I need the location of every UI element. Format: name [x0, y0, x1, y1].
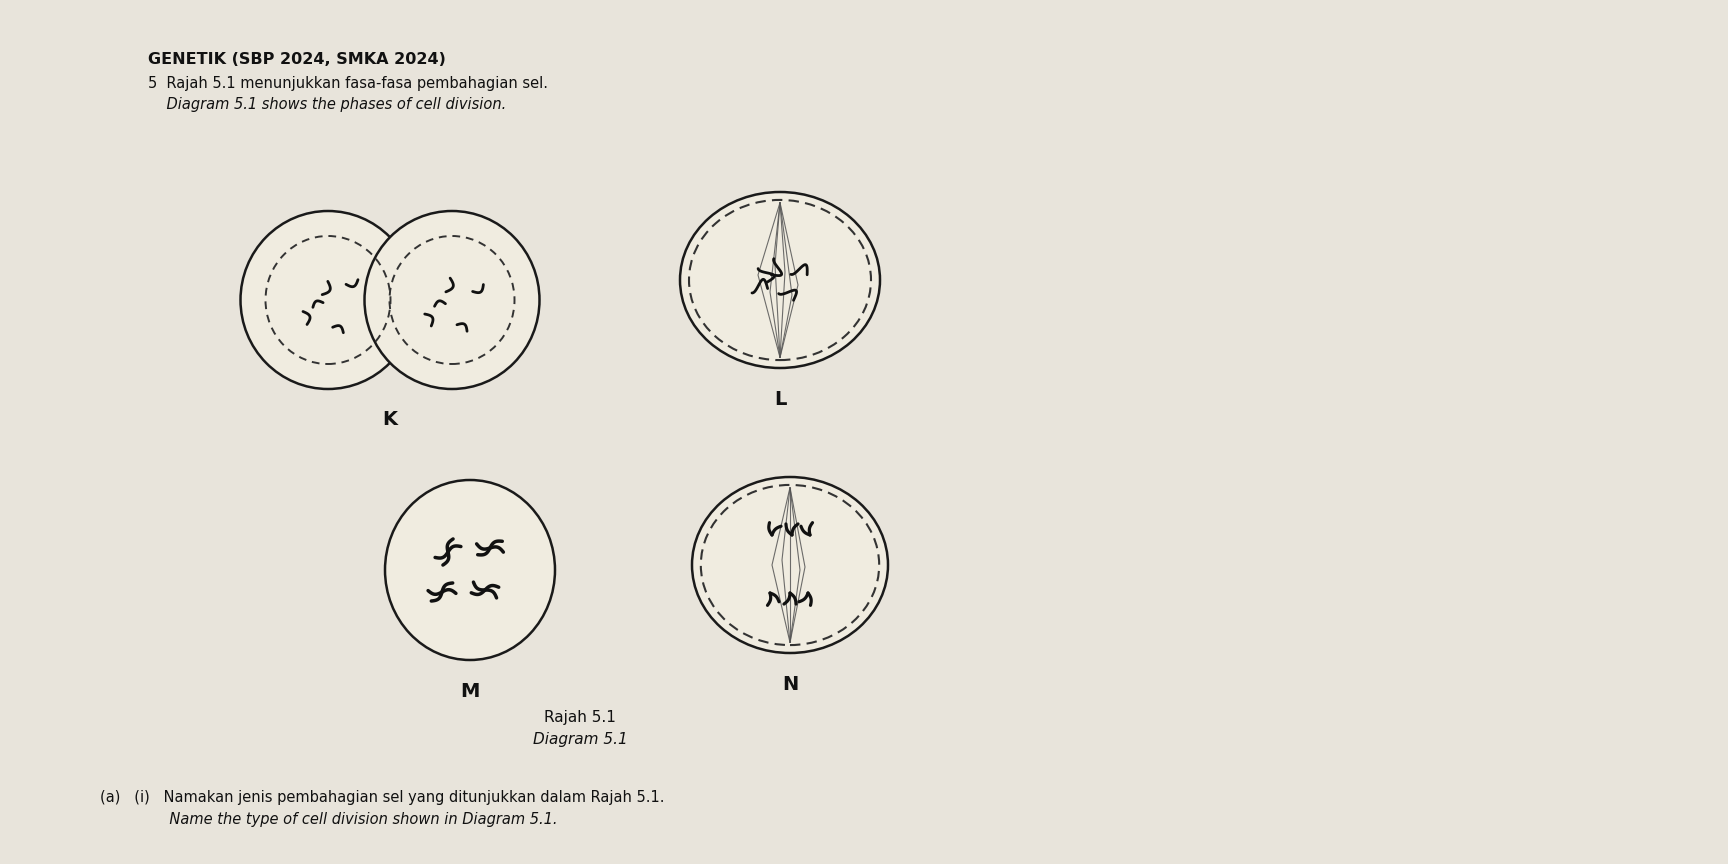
Ellipse shape [385, 480, 555, 660]
Text: Diagram 5.1 shows the phases of cell division.: Diagram 5.1 shows the phases of cell div… [149, 97, 506, 112]
Text: L: L [774, 390, 786, 409]
Text: 5  Rajah 5.1 menunjukkan fasa-fasa pembahagian sel.: 5 Rajah 5.1 menunjukkan fasa-fasa pembah… [149, 76, 548, 91]
Text: GENETIK (SBP 2024, SMKA 2024): GENETIK (SBP 2024, SMKA 2024) [149, 52, 446, 67]
Text: M: M [460, 682, 480, 701]
Text: Diagram 5.1: Diagram 5.1 [532, 732, 627, 747]
Ellipse shape [240, 211, 415, 389]
Text: Name the type of cell division shown in Diagram 5.1.: Name the type of cell division shown in … [100, 812, 558, 827]
Text: (a)   (i)   Namakan jenis pembahagian sel yang ditunjukkan dalam Rajah 5.1.: (a) (i) Namakan jenis pembahagian sel ya… [100, 790, 665, 805]
Text: Rajah 5.1: Rajah 5.1 [544, 710, 615, 725]
Text: N: N [781, 675, 798, 694]
Ellipse shape [691, 477, 888, 653]
Ellipse shape [365, 211, 539, 389]
Text: K: K [382, 410, 397, 429]
Ellipse shape [681, 192, 880, 368]
